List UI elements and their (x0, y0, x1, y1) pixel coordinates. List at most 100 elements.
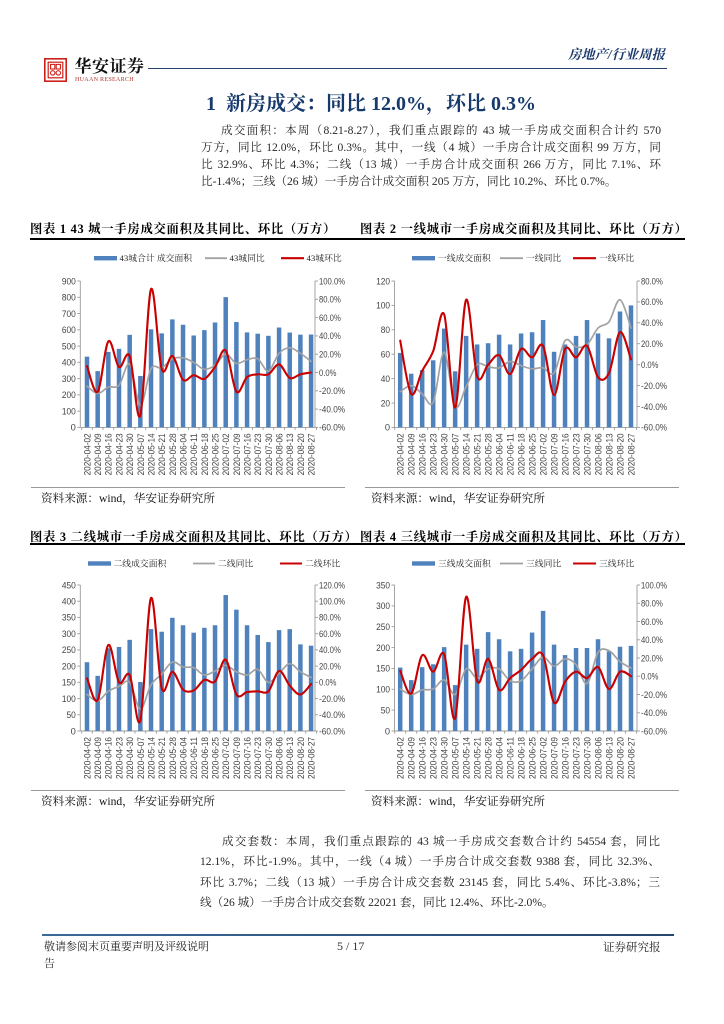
svg-text:500: 500 (62, 341, 76, 351)
svg-text:2020-06-11: 2020-06-11 (189, 737, 200, 779)
svg-text:2020-06-18: 2020-06-18 (200, 737, 211, 779)
svg-text:2020-07-16: 2020-07-16 (561, 737, 572, 779)
svg-text:2020-05-21: 2020-05-21 (473, 737, 484, 779)
svg-text:2020-08-27: 2020-08-27 (626, 433, 637, 475)
svg-text:0: 0 (71, 726, 76, 736)
svg-text:2020-07-02: 2020-07-02 (221, 737, 232, 779)
svg-text:100.0%: 100.0% (319, 276, 345, 286)
svg-text:60.0%: 60.0% (319, 629, 341, 639)
svg-text:100: 100 (62, 406, 76, 416)
svg-text:300: 300 (62, 374, 76, 384)
svg-text:60.0%: 60.0% (319, 313, 341, 323)
svg-text:-60.0%: -60.0% (319, 726, 345, 736)
svg-text:2020-07-09: 2020-07-09 (550, 433, 561, 475)
svg-text:2020-08-13: 2020-08-13 (604, 737, 615, 779)
svg-text:2020-08-06: 2020-08-06 (275, 737, 286, 779)
svg-text:2020-08-06: 2020-08-06 (593, 737, 604, 779)
svg-text:0: 0 (385, 726, 390, 736)
svg-text:80.0%: 80.0% (641, 276, 663, 286)
svg-text:2020-07-02: 2020-07-02 (539, 737, 550, 779)
svg-text:20.0%: 20.0% (319, 661, 341, 671)
svg-text:2020-08-20: 2020-08-20 (296, 737, 307, 779)
svg-text:800: 800 (62, 293, 76, 303)
svg-text:2020-05-14: 2020-05-14 (462, 433, 473, 475)
svg-text:2020-04-16: 2020-04-16 (104, 433, 115, 475)
svg-text:40: 40 (381, 374, 390, 384)
svg-text:-60.0%: -60.0% (319, 423, 345, 433)
svg-text:40.0%: 40.0% (319, 331, 341, 341)
svg-text:450: 450 (62, 580, 76, 590)
svg-text:2020-04-23: 2020-04-23 (114, 737, 125, 779)
svg-text:2020-07-30: 2020-07-30 (264, 433, 275, 475)
svg-text:80.0%: 80.0% (319, 613, 341, 623)
svg-text:2020-07-09: 2020-07-09 (232, 433, 243, 475)
svg-text:60.0%: 60.0% (641, 297, 663, 307)
svg-text:2020-06-25: 2020-06-25 (210, 737, 221, 779)
svg-text:200: 200 (62, 390, 76, 400)
svg-text:350: 350 (376, 580, 390, 590)
svg-text:-20.0%: -20.0% (641, 690, 667, 700)
svg-text:700: 700 (62, 309, 76, 319)
svg-text:80.0%: 80.0% (641, 599, 663, 609)
svg-text:2020-08-27: 2020-08-27 (307, 737, 318, 779)
svg-text:120: 120 (376, 276, 390, 286)
svg-text:2020-04-30: 2020-04-30 (125, 433, 136, 475)
svg-text:2020-04-16: 2020-04-16 (418, 737, 429, 779)
svg-text:43城合计 成交面积: 43城合计 成交面积 (120, 252, 193, 263)
svg-text:350: 350 (62, 613, 76, 623)
svg-text:-20.0%: -20.0% (319, 694, 345, 704)
svg-text:2020-06-04: 2020-06-04 (495, 433, 506, 475)
svg-text:2020-05-14: 2020-05-14 (146, 433, 157, 475)
svg-text:2020-07-16: 2020-07-16 (243, 433, 254, 475)
svg-text:2020-08-20: 2020-08-20 (615, 737, 626, 779)
svg-text:-40.0%: -40.0% (641, 708, 667, 718)
svg-text:2020-05-21: 2020-05-21 (473, 433, 484, 475)
svg-text:三线成交面积: 三线成交面积 (438, 557, 491, 568)
svg-text:600: 600 (62, 325, 76, 335)
svg-text:2020-04-30: 2020-04-30 (440, 433, 451, 475)
svg-text:2020-04-09: 2020-04-09 (407, 433, 418, 475)
svg-text:一线成交面积: 一线成交面积 (438, 252, 491, 263)
svg-text:400: 400 (62, 358, 76, 368)
svg-text:2020-05-28: 2020-05-28 (484, 433, 495, 475)
svg-text:2020-07-02: 2020-07-02 (539, 433, 550, 475)
svg-text:200: 200 (62, 661, 76, 671)
svg-text:2020-07-30: 2020-07-30 (582, 433, 593, 475)
svg-text:400: 400 (62, 597, 76, 607)
svg-text:2020-05-28: 2020-05-28 (484, 737, 495, 779)
svg-text:-20.0%: -20.0% (319, 386, 345, 396)
svg-text:2020-04-23: 2020-04-23 (429, 737, 440, 779)
svg-text:2020-05-28: 2020-05-28 (168, 433, 179, 475)
svg-text:150: 150 (376, 664, 390, 674)
svg-text:2020-06-04: 2020-06-04 (495, 737, 506, 779)
svg-text:2020-04-09: 2020-04-09 (93, 433, 104, 475)
svg-text:2020-06-18: 2020-06-18 (200, 433, 211, 475)
svg-text:2020-04-02: 2020-04-02 (396, 737, 407, 779)
svg-text:2020-07-02: 2020-07-02 (221, 433, 232, 475)
svg-text:0: 0 (71, 423, 76, 433)
svg-text:2020-07-23: 2020-07-23 (571, 737, 582, 779)
svg-text:-40.0%: -40.0% (641, 402, 667, 412)
svg-text:一线同比: 一线同比 (526, 252, 561, 263)
svg-text:2020-06-04: 2020-06-04 (178, 433, 189, 475)
svg-text:2020-06-25: 2020-06-25 (528, 737, 539, 779)
svg-text:2020-04-30: 2020-04-30 (125, 737, 136, 779)
svg-text:2020-07-09: 2020-07-09 (232, 737, 243, 779)
svg-text:2020-04-02: 2020-04-02 (396, 433, 407, 475)
svg-text:0: 0 (385, 423, 390, 433)
svg-text:二线环比: 二线环比 (305, 557, 340, 568)
svg-text:20.0%: 20.0% (641, 653, 663, 663)
svg-text:150: 150 (62, 678, 76, 688)
svg-text:2020-08-13: 2020-08-13 (285, 737, 296, 779)
svg-text:2020-06-25: 2020-06-25 (528, 433, 539, 475)
svg-text:43城环比: 43城环比 (307, 252, 342, 263)
svg-text:2020-06-11: 2020-06-11 (189, 433, 200, 475)
svg-text:2020-06-25: 2020-06-25 (210, 433, 221, 475)
svg-text:40.0%: 40.0% (641, 635, 663, 645)
svg-text:80.0%: 80.0% (319, 295, 341, 305)
svg-text:2020-08-13: 2020-08-13 (285, 433, 296, 475)
svg-text:2020-04-23: 2020-04-23 (429, 433, 440, 475)
svg-text:二线同比: 二线同比 (218, 557, 253, 568)
svg-text:50: 50 (67, 710, 76, 720)
svg-text:2020-08-20: 2020-08-20 (296, 433, 307, 475)
